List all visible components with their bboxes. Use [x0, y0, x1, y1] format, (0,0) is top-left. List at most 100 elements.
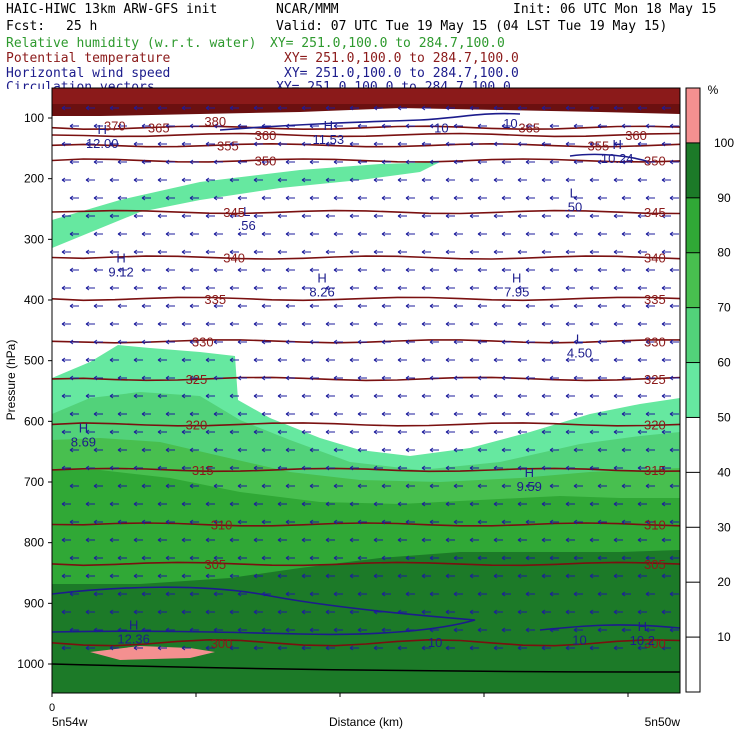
field-name-theta: Potential temperature [6, 51, 171, 66]
vector-arrow-397 [237, 375, 247, 381]
y-tick-label-500: 500 [24, 354, 44, 368]
vector-arrow-76 [637, 141, 647, 147]
vector-arrow-745 [469, 609, 479, 615]
vector-arrow-573 [85, 501, 95, 507]
colorbar-band-50 [686, 362, 700, 418]
vector-arrow-434 [493, 393, 503, 399]
wind-extremum-value-0: 9.12 [108, 265, 133, 280]
tropopause-band-top [52, 88, 680, 104]
plot-frame [51, 87, 681, 694]
vector-arrow-164 [253, 213, 263, 219]
vector-arrow-405 [429, 375, 439, 381]
vector-arrow-458 [453, 411, 463, 417]
vector-arrow-263 [133, 285, 143, 291]
theta-contour-335 [52, 296, 680, 302]
vector-arrow-209 [85, 249, 95, 255]
vector-arrow-16 [445, 105, 455, 111]
vector-arrow-498 [165, 447, 175, 453]
vector-arrow-535 [421, 465, 431, 471]
colorbar-frame [685, 87, 701, 693]
vector-arrow-427 [325, 393, 335, 399]
vector-arrow-28 [117, 123, 127, 129]
vector-arrow-266 [205, 285, 215, 291]
vector-arrow-366 [109, 357, 119, 363]
vector-arrow-622 [645, 519, 655, 525]
vector-arrow-90 [357, 159, 367, 165]
vector-arrow-125 [565, 177, 575, 183]
vector-arrow-273 [373, 285, 383, 291]
vector-arrow-684 [253, 573, 263, 579]
vector-arrow-422 [205, 393, 215, 399]
vector-arrow-283 [613, 285, 623, 291]
vector-arrow-600 [117, 519, 127, 525]
vector-arrow-712 [309, 591, 319, 597]
vector-arrow-732 [157, 609, 167, 615]
vector-arrow-516 [597, 447, 607, 453]
vector-arrow-584 [349, 501, 359, 507]
vector-arrow-138 [261, 195, 271, 201]
vector-arrow-629 [181, 537, 191, 543]
vector-arrow-547 [93, 483, 103, 489]
vector-arrow-647 [613, 537, 623, 543]
wind-extremum-value-4: .50 [564, 200, 582, 215]
vector-arrow-314 [109, 321, 119, 327]
vector-arrow-252 [501, 267, 511, 273]
vector-arrow-189 [237, 231, 247, 237]
vector-arrow-233 [661, 249, 671, 255]
vector-arrow-467 [669, 411, 679, 417]
vector-arrow-223 [421, 249, 431, 255]
vector-arrow-502 [261, 447, 271, 453]
vector-arrow-788 [253, 645, 263, 651]
vector-arrow-424 [253, 393, 263, 399]
vector-arrow-550 [165, 483, 175, 489]
vector-arrow-70 [493, 141, 503, 147]
vector-arrow-630 [205, 537, 215, 543]
vector-arrow-204 [597, 231, 607, 237]
vector-arrow-633 [277, 537, 287, 543]
vector-arrow-659 [285, 555, 295, 561]
vector-arrow-145 [429, 195, 439, 201]
vector-arrow-37 [333, 123, 343, 129]
vector-arrow-401 [333, 375, 343, 381]
speed-label-2: 10 [503, 116, 517, 131]
vector-arrow-297 [333, 303, 343, 309]
vector-arrow-373 [277, 357, 287, 363]
vector-arrow-522 [109, 465, 119, 471]
vector-arrow-763 [285, 627, 295, 633]
vector-arrow-324 [349, 321, 359, 327]
vector-arrow-697 [565, 573, 575, 579]
vector-arrow-261 [85, 285, 95, 291]
vector-arrow-781 [85, 645, 95, 651]
vector-arrow-563 [477, 483, 487, 489]
vector-arrow-713 [333, 591, 343, 597]
vector-arrow-315 [133, 321, 143, 327]
y-tick-label-700: 700 [24, 475, 44, 489]
vector-arrow-134 [165, 195, 175, 201]
vector-arrow-190 [261, 231, 271, 237]
x-axis-title: Distance (km) [329, 715, 403, 729]
vector-arrow-256 [597, 267, 607, 273]
vector-arrow-56 [157, 141, 167, 147]
vector-arrow-349 [333, 339, 343, 345]
vector-arrow-586 [397, 501, 407, 507]
vector-arrow-332 [541, 321, 551, 327]
vector-arrow-691 [421, 573, 431, 579]
vector-arrow-680 [157, 573, 167, 579]
vector-arrow-228 [541, 249, 551, 255]
vector-arrow-568 [597, 483, 607, 489]
vector-arrow-0 [61, 105, 71, 111]
colorbar-band-70 [686, 252, 700, 308]
vector-arrow-796 [445, 645, 455, 651]
vector-arrow-724 [597, 591, 607, 597]
colorbar-band-90 [686, 142, 700, 198]
vector-arrow-706 [165, 591, 175, 597]
vector-arrow-716 [405, 591, 415, 597]
vector-arrow-156 [61, 213, 71, 219]
vector-arrow-589 [469, 501, 479, 507]
vector-arrow-352 [405, 339, 415, 345]
vector-arrow-344 [213, 339, 223, 345]
contour-labels: 300 305 310 315 320 325 330 335 340 345 350 355 360 3… [71, 114, 666, 651]
vector-arrow-178 [589, 213, 599, 219]
vector-arrow-564 [501, 483, 511, 489]
vector-arrow-133 [141, 195, 151, 201]
